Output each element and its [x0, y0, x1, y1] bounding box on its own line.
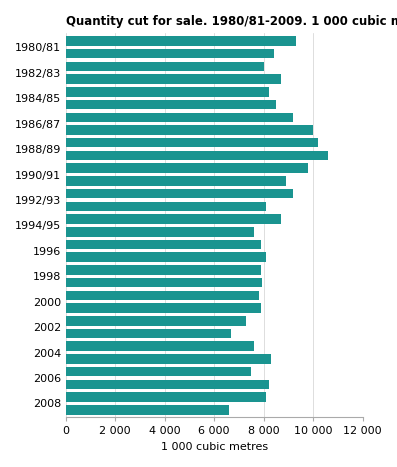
Bar	[66, 138, 318, 148]
Bar	[66, 290, 259, 300]
Bar	[66, 214, 281, 224]
Bar	[66, 341, 254, 351]
Bar	[66, 62, 264, 71]
Bar	[66, 316, 246, 325]
Bar	[66, 392, 266, 402]
Text: Quantity cut for sale. 1980/81-2009. 1 000 cubic metres: Quantity cut for sale. 1980/81-2009. 1 0…	[66, 15, 397, 28]
Bar	[66, 240, 261, 249]
Bar	[66, 100, 276, 109]
Bar	[66, 303, 261, 313]
Bar	[66, 113, 293, 122]
Bar	[66, 329, 231, 338]
Bar	[66, 163, 308, 173]
Bar	[66, 49, 274, 58]
Bar	[66, 367, 251, 376]
Bar	[66, 36, 296, 46]
Bar	[66, 176, 286, 185]
Bar	[66, 278, 262, 287]
Bar	[66, 151, 328, 160]
Bar	[66, 252, 266, 262]
X-axis label: 1 000 cubic metres: 1 000 cubic metres	[160, 442, 268, 452]
Bar	[66, 265, 261, 275]
Bar	[66, 405, 229, 415]
Bar	[66, 74, 281, 84]
Bar	[66, 87, 269, 97]
Bar	[66, 202, 266, 211]
Bar	[66, 354, 271, 364]
Bar	[66, 380, 269, 389]
Bar	[66, 189, 293, 198]
Bar	[66, 227, 254, 236]
Bar	[66, 125, 313, 135]
